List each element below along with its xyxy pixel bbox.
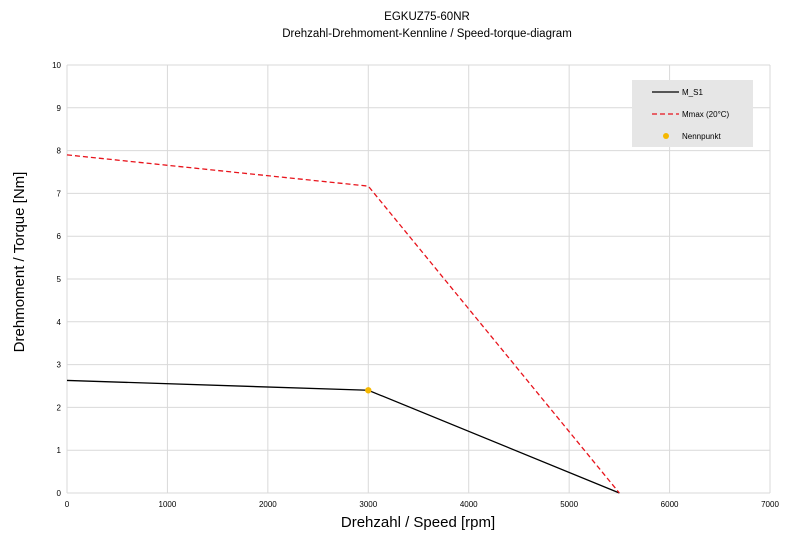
legend-swatch-nennpunkt — [663, 133, 669, 139]
y-axis-label: Drehmoment / Torque [Nm] — [11, 172, 28, 353]
legend: M_S1 Mmax (20°C) Nennpunkt — [632, 80, 753, 147]
x-tick-label: 4000 — [460, 500, 478, 509]
y-tick-label: 4 — [57, 318, 62, 327]
y-tick-label: 1 — [57, 446, 62, 455]
legend-label-mmax-20-c: Mmax (20°C) — [682, 110, 730, 119]
grid — [66, 64, 771, 494]
y-tick-label: 0 — [57, 489, 62, 498]
x-axis-label: Drehzahl / Speed [rpm] — [341, 514, 495, 531]
y-tick-label: 8 — [57, 147, 62, 156]
y-tick-label: 6 — [57, 232, 62, 241]
x-tick-label: 2000 — [259, 500, 277, 509]
y-tick-label: 9 — [57, 104, 62, 113]
chart-subtitle: Drehzahl-Drehmoment-Kennline / Speed-tor… — [282, 28, 572, 40]
y-tick-labels: 0 1 2 3 4 5 6 7 8 9 10 — [52, 61, 61, 498]
y-tick-label: 5 — [57, 275, 62, 284]
series-layer — [66, 154, 620, 494]
series-point-nennpunkt — [365, 387, 372, 394]
x-tick-label: 5000 — [560, 500, 578, 509]
series-line-m-s1 — [66, 379, 620, 494]
y-tick-label: 3 — [57, 361, 62, 370]
x-tick-label: 3000 — [359, 500, 377, 509]
series-line-mmax-20-c — [66, 154, 620, 494]
chart-title: EGKUZ75-60NR — [384, 11, 470, 23]
x-tick-label: 7000 — [761, 500, 779, 509]
y-tick-label: 2 — [57, 403, 62, 412]
x-tick-label: 6000 — [661, 500, 679, 509]
y-tick-label: 10 — [52, 61, 61, 70]
x-tick-label: 1000 — [159, 500, 177, 509]
legend-label-m-s1: M_S1 — [682, 88, 703, 97]
legend-label-nennpunkt: Nennpunkt — [682, 132, 721, 141]
x-tick-labels: 0 1000 2000 3000 4000 5000 6000 7000 — [65, 500, 780, 509]
x-tick-label: 0 — [65, 500, 70, 509]
y-tick-label: 7 — [57, 189, 62, 198]
